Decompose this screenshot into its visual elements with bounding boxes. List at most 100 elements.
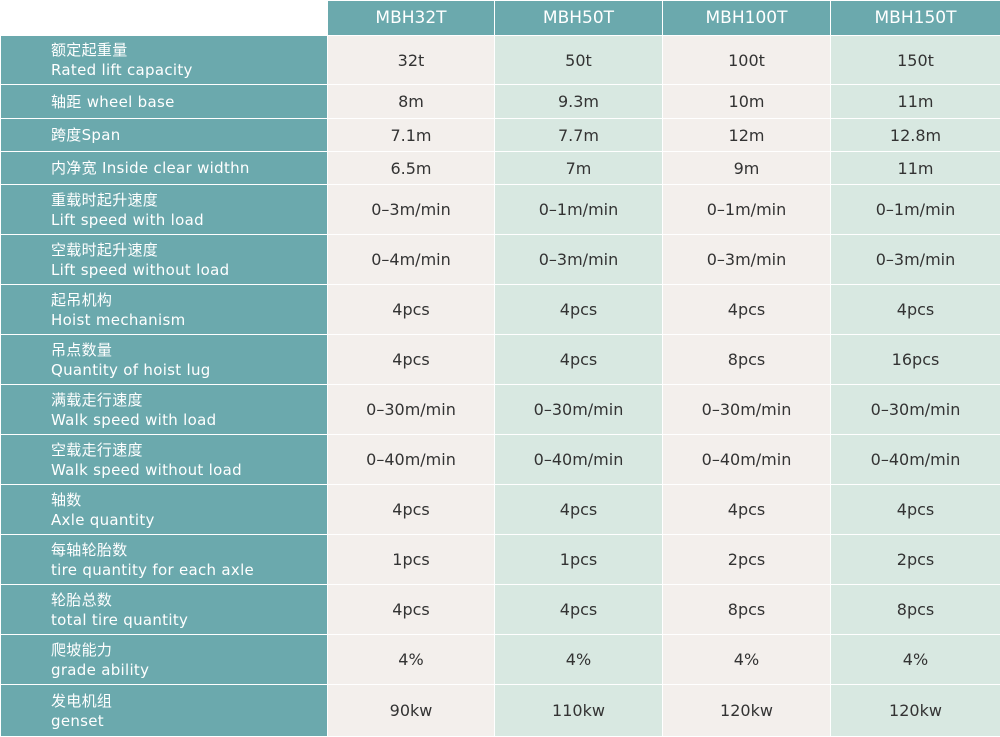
value-cell: 0–40m/min (663, 435, 831, 485)
value-cell: 1pcs (328, 535, 495, 585)
row-label: 内净宽 Inside clear widthn (1, 152, 328, 185)
value-cell: 0–1m/min (495, 185, 663, 235)
corner-cell (1, 1, 328, 36)
value-cell: 4% (663, 635, 831, 685)
row-label-en: Walk speed without load (51, 460, 327, 480)
value-cell: 4% (328, 635, 495, 685)
value-cell: 0–30m/min (495, 385, 663, 435)
row-label-zh: 空载走行速度 (51, 440, 327, 460)
value-cell: 50t (495, 36, 663, 85)
row-label-en: Lift speed without load (51, 260, 327, 280)
value-cell: 0–3m/min (328, 185, 495, 235)
value-cell: 4% (831, 635, 1000, 685)
value-cell: 4pcs (328, 585, 495, 635)
row-label-zh: 吊点数量 (51, 340, 327, 360)
value-cell: 0–1m/min (831, 185, 1000, 235)
row-label-en: Hoist mechanism (51, 310, 327, 330)
value-cell: 4pcs (663, 285, 831, 335)
row-label-zh: 轴数 (51, 490, 327, 510)
row-label-zh: 轮胎总数 (51, 590, 327, 610)
row-label-zh: 跨度 (51, 126, 82, 144)
row-label-zh: 重载时起升速度 (51, 190, 327, 210)
row-label-en: tire quantity for each axle (51, 560, 327, 580)
value-cell: 7.1m (328, 119, 495, 152)
row-label-en: Axle quantity (51, 510, 327, 530)
row-label-en: Rated lift capacity (51, 60, 327, 80)
value-cell: 2pcs (831, 535, 1000, 585)
value-cell: 4pcs (495, 285, 663, 335)
row-label-zh: 轴距 (51, 93, 82, 111)
value-cell: 110kw (495, 685, 663, 737)
row-label-en: Span (82, 126, 121, 144)
value-cell: 9.3m (495, 85, 663, 119)
value-cell: 7.7m (495, 119, 663, 152)
value-cell: 0–3m/min (663, 235, 831, 285)
value-cell: 4pcs (328, 285, 495, 335)
value-cell: 12m (663, 119, 831, 152)
value-cell: 7m (495, 152, 663, 185)
row-label: 跨度Span (1, 119, 328, 152)
value-cell: 0–40m/min (831, 435, 1000, 485)
row-label-en: total tire quantity (51, 610, 327, 630)
header-row: MBH32T MBH50T MBH100T MBH150T (1, 1, 1000, 36)
value-cell: 0–30m/min (328, 385, 495, 435)
row-label-en: grade ability (51, 660, 327, 680)
value-cell: 1pcs (495, 535, 663, 585)
value-cell: 150t (831, 36, 1000, 85)
value-cell: 12.8m (831, 119, 1000, 152)
value-cell: 4pcs (495, 335, 663, 385)
value-cell: 0–4m/min (328, 235, 495, 285)
value-cell: 0–1m/min (663, 185, 831, 235)
value-cell: 8pcs (831, 585, 1000, 635)
value-cell: 100t (663, 36, 831, 85)
row-label-zh: 发电机组 (51, 691, 327, 711)
row-label-en: Quantity of hoist lug (51, 360, 327, 380)
value-cell: 32t (328, 36, 495, 85)
value-cell: 4pcs (328, 335, 495, 385)
row-label-en: genset (51, 711, 327, 731)
value-cell: 90kw (328, 685, 495, 737)
value-cell: 8m (328, 85, 495, 119)
model-header: MBH150T (831, 1, 1000, 36)
row-label: 轴距 wheel base (1, 85, 328, 119)
value-cell: 8pcs (663, 335, 831, 385)
value-cell: 11m (831, 85, 1000, 119)
value-cell: 0–3m/min (831, 235, 1000, 285)
value-cell: 0–40m/min (495, 435, 663, 485)
value-cell: 11m (831, 152, 1000, 185)
row-label-zh: 内净宽 (51, 159, 97, 177)
value-cell: 9m (663, 152, 831, 185)
model-header: MBH50T (495, 1, 663, 36)
value-cell: 16pcs (831, 335, 1000, 385)
value-cell: 4pcs (663, 485, 831, 535)
row-label-en: Inside clear widthn (102, 159, 250, 177)
value-cell: 2pcs (663, 535, 831, 585)
value-cell: 120kw (831, 685, 1000, 737)
row-label-zh: 满载走行速度 (51, 390, 327, 410)
value-cell: 10m (663, 85, 831, 119)
row-label-en: Walk speed with load (51, 410, 327, 430)
value-cell: 0–40m/min (328, 435, 495, 485)
row-label-zh: 额定起重量 (51, 40, 327, 60)
